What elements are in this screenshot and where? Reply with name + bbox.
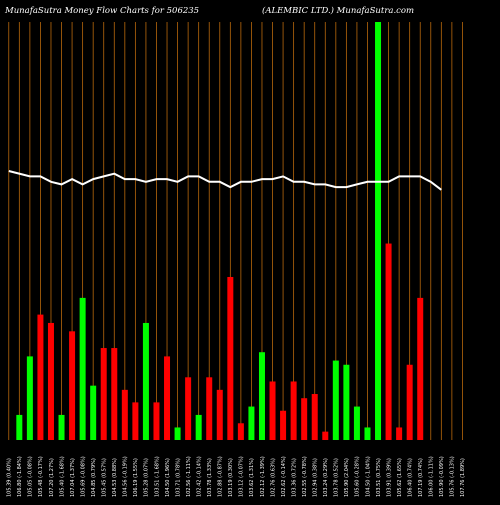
- x-tick-label: 102.55 (-0.78%): [302, 456, 308, 497]
- x-tick-label: 103.51 (-1.68%): [154, 456, 160, 497]
- money-flow-bar: [69, 331, 76, 440]
- money-flow-bar: [90, 385, 97, 440]
- money-flow-bar: [100, 348, 107, 440]
- money-flow-bar: [290, 381, 297, 440]
- x-tick-label: 105.60 (-0.28%): [355, 456, 361, 497]
- x-tick-label: 102.76 (0.63%): [270, 458, 276, 497]
- x-tick-label: 105.90 (2.04%): [344, 458, 350, 497]
- x-tick-label: 104.53 (0.88%): [112, 458, 118, 497]
- x-tick-label: 105.05 (-0.08%): [28, 456, 34, 497]
- trend-line: [8, 170, 442, 191]
- x-tick-label: 105.28 (0.07%): [144, 458, 150, 497]
- x-tick-label: 104.85 (0.79%): [91, 458, 97, 497]
- x-tick-label: 103.71 (0.78%): [175, 458, 181, 497]
- money-flow-bar: [406, 364, 413, 440]
- money-flow-bar: [396, 427, 403, 440]
- money-flow-bar: [417, 297, 424, 440]
- money-flow-bar: [364, 427, 371, 440]
- x-tick-label: 103.24 (0.29%): [323, 458, 329, 497]
- money-flow-bar: [164, 356, 171, 440]
- money-flow-bar: [58, 414, 65, 440]
- x-tick-label: 105.40 (-1.68%): [59, 456, 65, 497]
- money-flow-bar: [269, 381, 276, 440]
- x-tick-label: 104.50 (-1.04%): [365, 456, 371, 497]
- x-tick-label: 105.62 (1.65%): [397, 458, 403, 497]
- x-tick-label: 107.04 (1.37%): [70, 458, 76, 497]
- x-tick-label: 105.48 (-0.17%): [38, 456, 44, 497]
- x-tick-label: 102.56 (-1.11%): [186, 456, 192, 497]
- money-flow-bar: [47, 322, 54, 440]
- chart-title: MunafaSutra Money Flow Charts for 506235: [4, 6, 199, 16]
- money-flow-bar: [385, 243, 392, 440]
- x-tick-label: 102.88 (-0.87%): [218, 456, 224, 497]
- x-tick-label: 107.20 (1.27%): [49, 458, 55, 497]
- money-flow-bar: [227, 276, 234, 440]
- x-tick-label: 103.19 (0.30%): [228, 458, 234, 497]
- x-tick-label: 103.78 (1.33%): [207, 458, 213, 497]
- x-tick-label: 102.94 (0.38%): [313, 458, 319, 497]
- x-tick-label: 105.69 (-0.08%): [80, 456, 86, 497]
- money-flow-bar: [26, 356, 33, 440]
- trend-line-path: [8, 170, 442, 191]
- money-flow-bar: [79, 297, 86, 440]
- money-flow-bar: [216, 389, 223, 440]
- money-flow-bar: [301, 398, 308, 440]
- x-tick-label: 102.62 (-0.14%): [281, 456, 287, 497]
- money-flow-bar: [16, 414, 23, 440]
- x-tick-label: 105.90 (-0.09%): [439, 456, 445, 497]
- x-tick-label: 102.12 (-1.39%): [260, 456, 266, 497]
- x-tick-label: 107.76 (1.89%): [460, 458, 466, 497]
- x-tick-label: 104.50 (1.96%): [165, 458, 171, 497]
- money-flow-bar: [132, 402, 139, 440]
- chart-subtitle: (ALEMBIC LTD.) MunafaSutra.com: [262, 5, 414, 16]
- x-tick-labels: 105.39 (0.40%) 106.80 (-1.84%) 105.05 (-0.…: [7, 456, 467, 497]
- money-flow-bar: [142, 322, 149, 440]
- x-tick-label: 105.45 (0.57%): [102, 458, 108, 497]
- x-tick-label: 106.40 (0.74%): [407, 458, 413, 497]
- money-flow-bar: [111, 348, 118, 440]
- money-flow-bar: [258, 352, 265, 440]
- x-tick-label: 105.39 (0.40%): [7, 458, 13, 497]
- x-tick-label: 103.62 (1.31%): [249, 458, 255, 497]
- money-flow-bar: [332, 360, 339, 440]
- x-tick-label: 106.19 (1.55%): [133, 458, 139, 497]
- money-flow-bar: [195, 414, 202, 440]
- money-flow-bar: [121, 389, 128, 440]
- x-tick-label: 103.91 (0.39%): [386, 458, 392, 497]
- x-tick-label: 107.19 (0.74%): [418, 458, 424, 497]
- x-tick-label: 106.00 (-1.11%): [429, 456, 435, 497]
- money-flow-bar: [343, 364, 350, 440]
- money-flow-bar: [353, 406, 360, 440]
- x-tick-label: 103.36 (0.72%): [291, 458, 297, 497]
- x-tick-label: 103.78 (0.52%): [334, 458, 340, 497]
- bars: [16, 22, 424, 440]
- x-tick-label: 102.42 (-0.14%): [196, 456, 202, 497]
- money-flow-bar: [206, 377, 213, 440]
- money-flow-bar: [248, 406, 255, 440]
- x-tick-label: 103.51 (0.75%): [376, 458, 382, 497]
- money-flow-bar: [174, 427, 181, 440]
- x-tick-label: 105.76 (-0.13%): [450, 456, 456, 497]
- money-flow-bar: [375, 22, 382, 440]
- x-tick-label: 103.12 (-0.07%): [239, 456, 245, 497]
- money-flow-bar: [237, 423, 244, 440]
- money-flow-bar: [153, 402, 160, 440]
- money-flow-bar: [37, 314, 44, 440]
- x-tick-label: 106.80 (-1.84%): [17, 456, 23, 497]
- money-flow-bar: [322, 431, 329, 440]
- x-tick-label: 104.56 (-0.19%): [123, 456, 129, 497]
- money-flow-bar: [280, 410, 287, 440]
- money-flow-bar: [311, 394, 318, 440]
- money-flow-bar: [185, 377, 192, 440]
